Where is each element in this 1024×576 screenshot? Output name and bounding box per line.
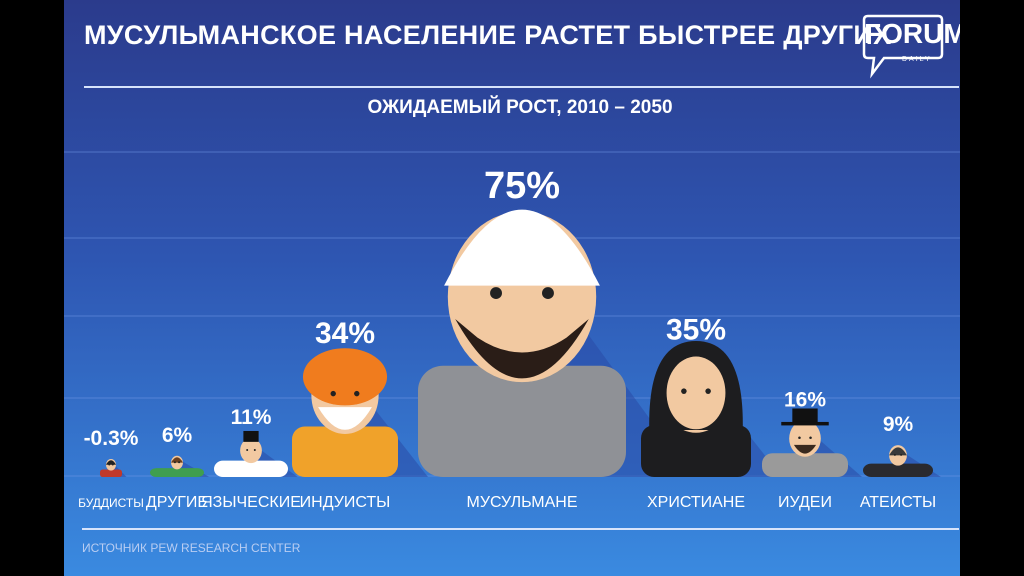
category-label: БУДДИСТЫ	[78, 496, 144, 510]
infographic-panel: МУСУЛЬМАНСКОЕ НАСЕЛЕНИЕ РАСТЕТ БЫСТРЕЕ Д…	[64, 0, 960, 576]
chart-subtitle: ОЖИДАЕМЫЙ РОСТ, 2010 – 2050	[367, 97, 673, 118]
eye	[354, 390, 360, 397]
eye	[809, 436, 812, 440]
eye	[798, 436, 801, 440]
figure-body	[292, 426, 398, 477]
eye	[330, 390, 336, 397]
figure-body	[863, 463, 933, 477]
figure-face	[666, 356, 726, 430]
figure-body	[641, 425, 751, 477]
category-label: МУСУЛЬМАНЕ	[466, 494, 577, 511]
category-label: ИУДЕИ	[778, 494, 832, 511]
logo-text: FORUM	[864, 18, 960, 49]
category-label: АТЕИСТЫ	[860, 494, 936, 511]
hat-brim	[781, 421, 829, 426]
source-note: ИСТОЧНИК PEW RESEARCH CENTER	[82, 541, 301, 555]
speech-bubble-icon	[862, 14, 944, 79]
eye	[490, 287, 502, 300]
title-divider	[84, 86, 959, 88]
eye	[900, 453, 903, 456]
eye	[253, 449, 256, 452]
beard	[793, 444, 817, 454]
hair	[171, 457, 183, 463]
eye	[178, 461, 181, 464]
eye	[705, 388, 711, 394]
figure-body	[100, 469, 122, 477]
value-label: 9%	[883, 413, 914, 436]
eye	[246, 449, 249, 452]
value-label: 6%	[162, 424, 193, 447]
beard	[318, 407, 372, 430]
category-label: ДРУГИЕ	[146, 494, 208, 511]
logo-subtext: DAILY	[902, 56, 932, 63]
beard	[455, 319, 589, 379]
hair	[889, 447, 907, 456]
figure-body	[762, 453, 848, 477]
eye	[111, 463, 114, 466]
turban	[302, 348, 388, 406]
figure-head	[240, 438, 262, 464]
eye	[173, 461, 176, 464]
value-label: 75%	[484, 165, 560, 207]
figure-body	[214, 460, 288, 477]
cap	[243, 430, 259, 442]
figure-body	[418, 365, 626, 477]
forum-daily-logo: FORUM DAILY	[862, 14, 960, 80]
category-label: ИНДУИСТЫ	[300, 494, 391, 511]
value-label: 11%	[231, 406, 272, 429]
value-label: 34%	[315, 317, 375, 350]
eye	[542, 287, 554, 300]
value-label: 16%	[784, 388, 826, 411]
eye	[681, 388, 687, 394]
kufi-cap	[444, 209, 600, 286]
source-divider	[82, 528, 959, 530]
category-label: ХРИСТИАНЕ	[647, 494, 745, 511]
figure-body	[150, 468, 204, 477]
value-label: -0.3%	[84, 427, 139, 450]
hair	[105, 460, 117, 465]
value-label: 35%	[666, 313, 726, 346]
eye	[108, 463, 111, 466]
hat	[792, 408, 818, 423]
category-label: ЯЗЫЧЕСКИЕ	[201, 494, 301, 511]
chart-title: МУСУЛЬМАНСКОЕ НАСЕЛЕНИЕ РАСТЕТ БЫСТРЕЕ Д…	[84, 20, 892, 50]
eye	[893, 453, 896, 456]
chart-svg: -0.3% БУДДИСТЫ 6% ДРУГИЕ 11% ЯЗЫЧЕСКИЕ 34% ИНДУ…	[64, 151, 960, 511]
